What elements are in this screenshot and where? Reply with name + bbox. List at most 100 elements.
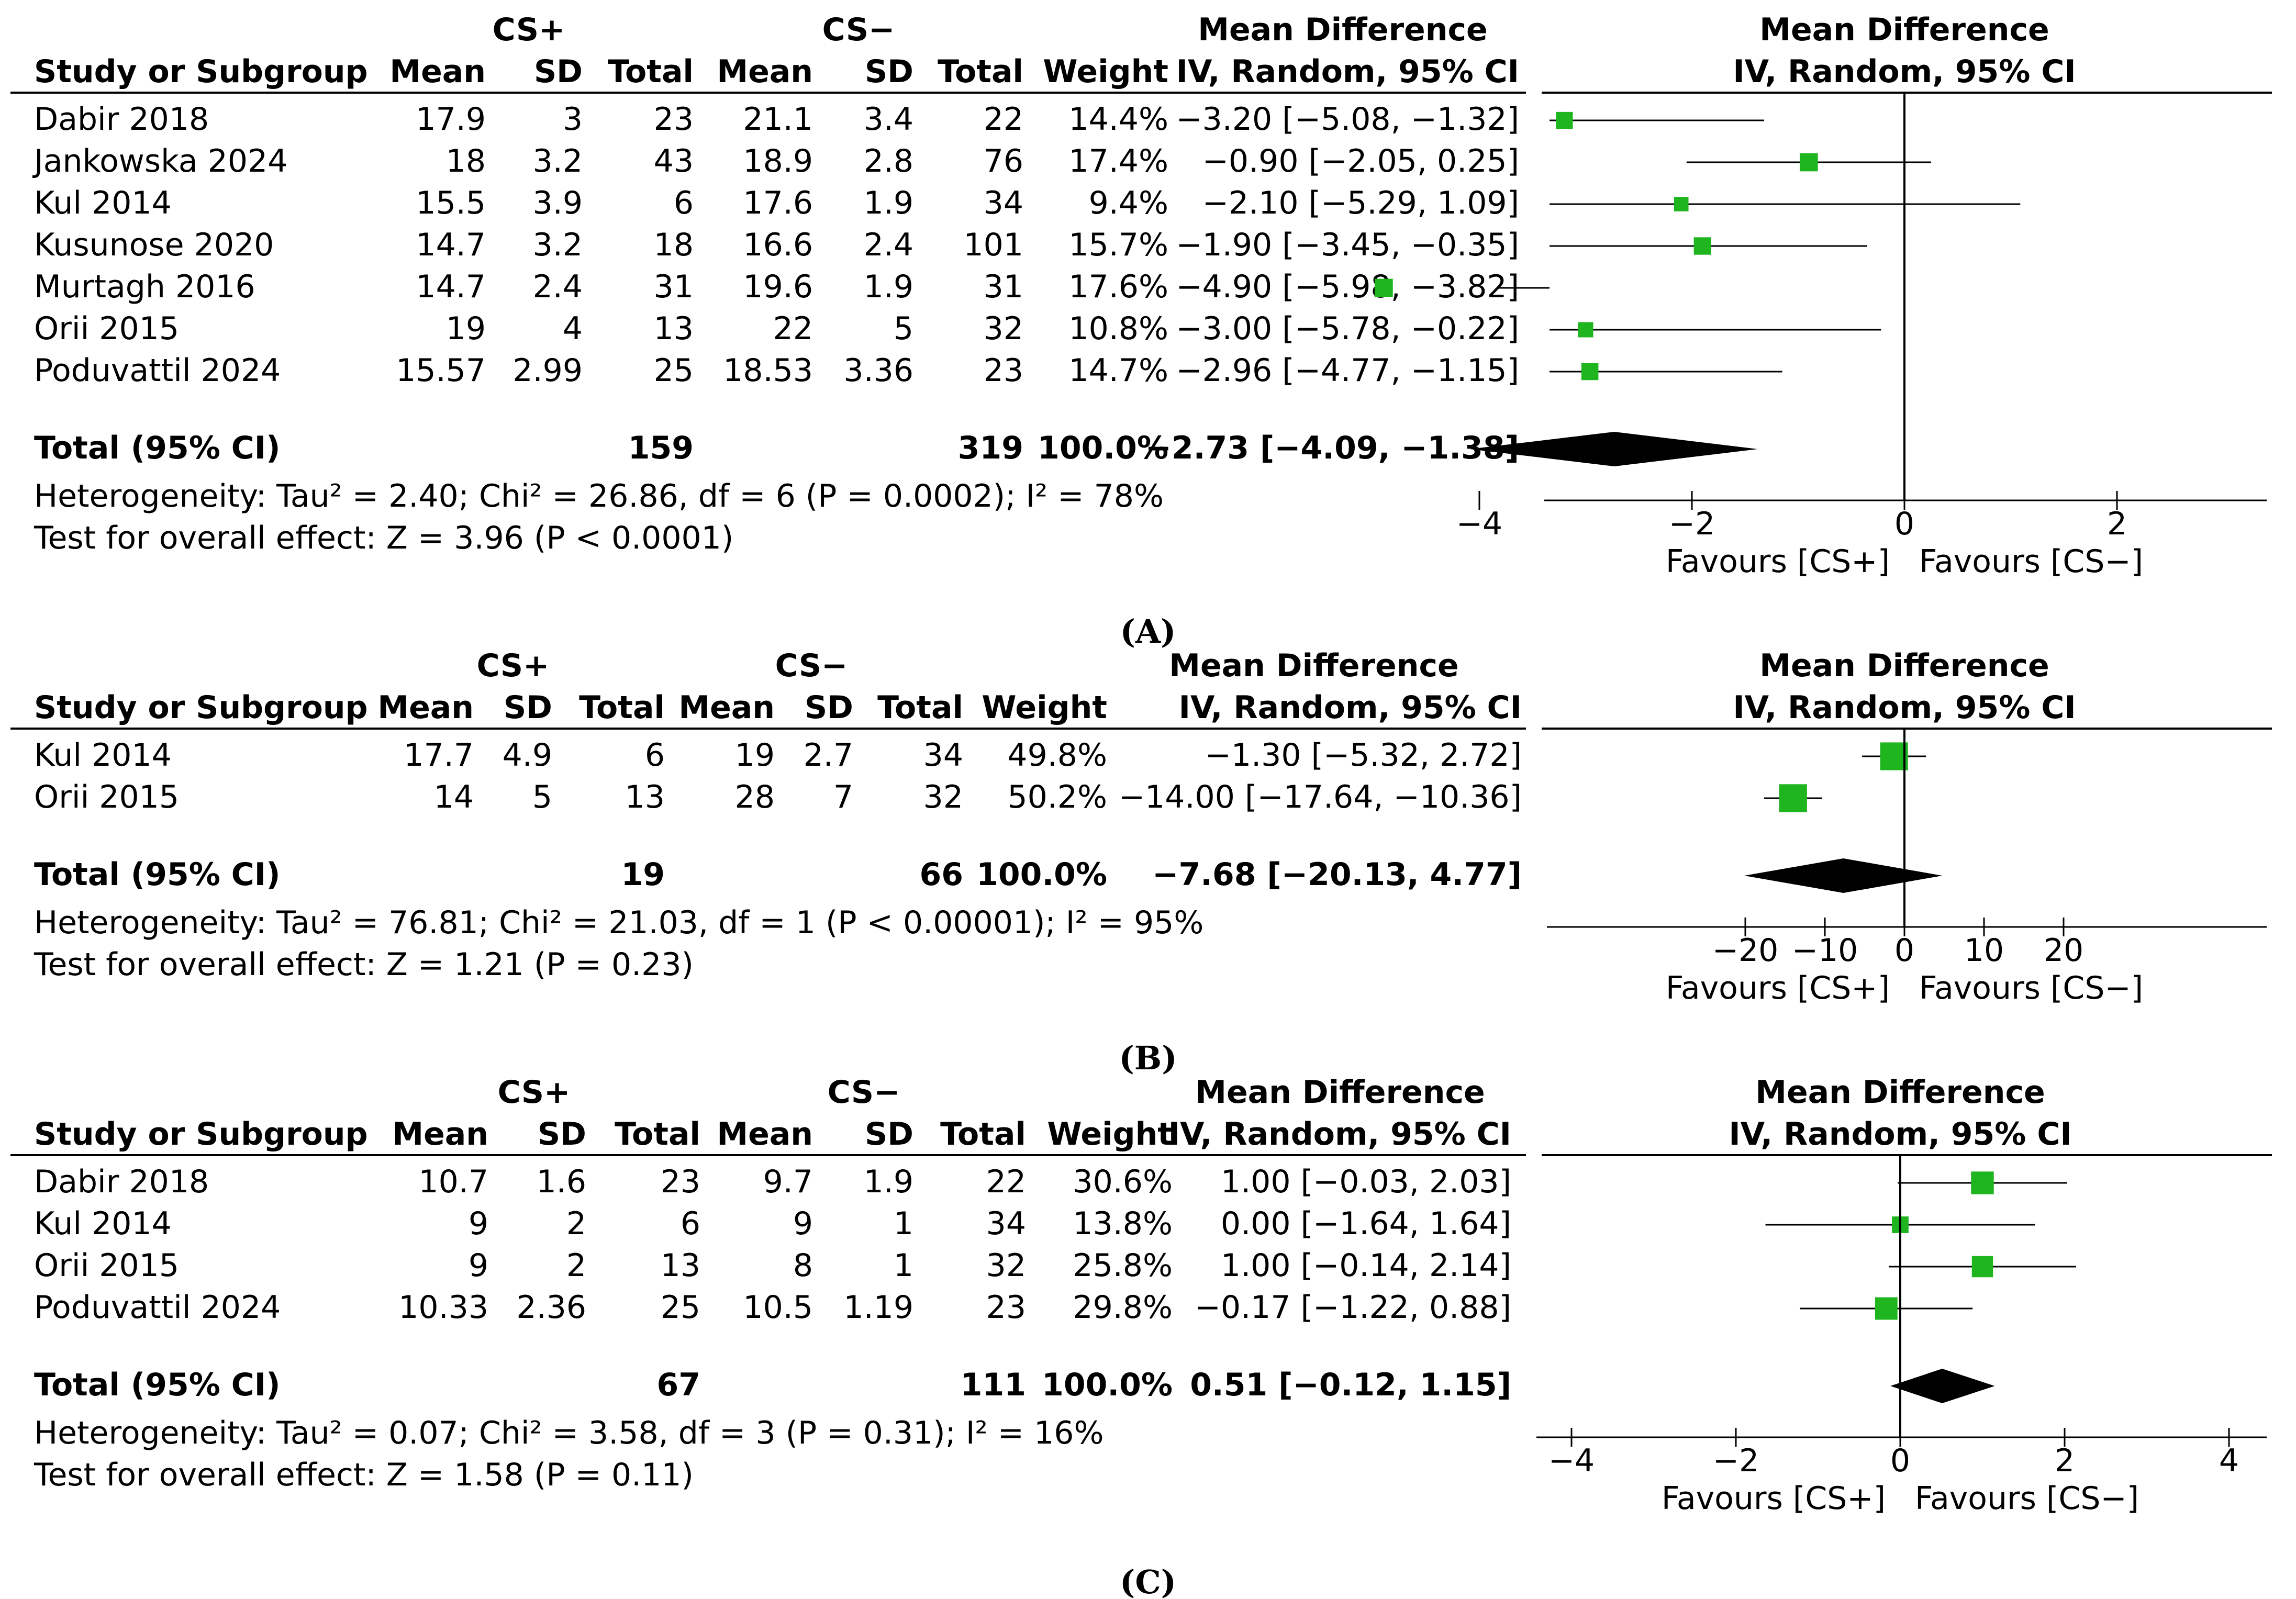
study-effect-square xyxy=(1374,278,1393,297)
study-effect-square xyxy=(1674,197,1689,211)
study-name: Kul 2014 xyxy=(34,1205,172,1242)
heterogeneity-text: Heterogeneity: Tau² = 0.07; Chi² = 3.58,… xyxy=(34,1415,1104,1451)
column-header-total-cs-plus: Total xyxy=(615,1116,700,1153)
column-header-mean-cs-plus: Mean xyxy=(377,689,474,726)
study-effect-square xyxy=(1880,742,1908,770)
study-name: Orii 2015 xyxy=(34,310,179,347)
study-sd-cs-plus: 3.9 xyxy=(533,185,583,221)
study-name: Orii 2015 xyxy=(34,1247,179,1284)
total-n-cs-minus: 66 xyxy=(920,856,964,893)
study-name: Poduvattil 2024 xyxy=(34,352,281,389)
study-ci-text: −3.00 [−5.78, −0.22] xyxy=(1176,310,1519,347)
study-ci-text: −2.10 [−5.29, 1.09] xyxy=(1202,185,1519,221)
study-sd-cs-minus: 1 xyxy=(894,1205,913,1242)
header-group-cs-plus: CS+ xyxy=(477,647,550,684)
study-ci-text: −3.20 [−5.08, −1.32] xyxy=(1176,101,1519,138)
study-name: Orii 2015 xyxy=(34,779,179,815)
study-name: Jankowska 2024 xyxy=(32,143,287,180)
column-header-sd-cs-plus: SD xyxy=(504,689,552,726)
study-total-cs-minus: 31 xyxy=(984,269,1023,305)
column-header-mean-cs-minus: Mean xyxy=(717,53,813,90)
study-mean-cs-plus: 15.57 xyxy=(396,352,486,389)
favours-left-label: Favours [CS+] xyxy=(1662,1480,1886,1517)
plot-header-md-title: Mean Difference xyxy=(1759,12,2049,48)
study-name: Poduvattil 2024 xyxy=(34,1289,281,1326)
study-sd-cs-plus: 2.36 xyxy=(516,1289,586,1326)
study-sd-cs-minus: 2.8 xyxy=(864,143,913,180)
x-axis-tick-label: −4 xyxy=(1548,1443,1595,1479)
study-mean-cs-minus: 17.6 xyxy=(743,185,813,221)
total-n-cs-plus: 159 xyxy=(628,430,694,466)
study-mean-cs-plus: 14 xyxy=(434,779,474,815)
study-ci-text: −2.96 [−4.77, −1.15] xyxy=(1176,352,1519,389)
total-n-cs-minus: 111 xyxy=(961,1367,1026,1403)
study-mean-cs-plus: 17.9 xyxy=(416,101,486,138)
header-group-cs-plus: CS+ xyxy=(493,12,565,48)
study-mean-cs-minus: 19 xyxy=(735,737,775,774)
study-effect-square xyxy=(1799,153,1818,172)
study-total-cs-plus: 18 xyxy=(654,227,694,263)
study-ci-text: −1.30 [−5.32, 2.72] xyxy=(1205,737,1522,774)
study-sd-cs-plus: 3.2 xyxy=(533,227,583,263)
study-sd-cs-minus: 3.36 xyxy=(843,352,913,389)
study-ci-text: −4.90 [−5.98, −3.82] xyxy=(1176,269,1519,305)
header-group-cs-plus: CS+ xyxy=(498,1074,571,1111)
study-total-cs-minus: 22 xyxy=(986,1164,1026,1200)
column-header-sd-cs-plus: SD xyxy=(538,1116,586,1153)
study-name: Dabir 2018 xyxy=(34,101,209,138)
study-total-cs-minus: 34 xyxy=(923,737,963,774)
study-total-cs-minus: 76 xyxy=(984,143,1023,180)
header-md-title: Mean Difference xyxy=(1195,1074,1485,1111)
study-sd-cs-plus: 2.99 xyxy=(512,352,583,389)
study-sd-cs-minus: 1 xyxy=(894,1247,913,1284)
x-axis-tick-label: −20 xyxy=(1712,932,1779,969)
study-total-cs-plus: 13 xyxy=(625,779,665,815)
study-weight: 17.4% xyxy=(1068,143,1168,180)
plot-header-md-title: Mean Difference xyxy=(1759,647,2049,684)
total-ci-text: 0.51 [−0.12, 1.15] xyxy=(1190,1367,1511,1403)
column-header-total-cs-minus: Total xyxy=(877,689,963,726)
panel-caption: (A) xyxy=(1120,612,1176,651)
study-mean-cs-plus: 9 xyxy=(469,1247,488,1284)
study-total-cs-minus: 32 xyxy=(923,779,963,815)
study-total-cs-minus: 32 xyxy=(986,1247,1026,1284)
study-sd-cs-plus: 4 xyxy=(563,310,583,347)
study-mean-cs-plus: 17.7 xyxy=(404,737,474,774)
study-sd-cs-minus: 1.9 xyxy=(864,269,913,305)
study-sd-cs-minus: 1.9 xyxy=(864,185,913,221)
overall-effect-text: Test for overall effect: Z = 1.21 (P = 0… xyxy=(34,946,694,983)
study-mean-cs-plus: 14.7 xyxy=(416,269,486,305)
study-sd-cs-minus: 1.19 xyxy=(843,1289,913,1326)
column-header-ci: IV, Random, 95% CI xyxy=(1168,1116,1511,1153)
pooled-effect-diamond xyxy=(1744,858,1943,893)
study-mean-cs-minus: 16.6 xyxy=(743,227,813,263)
study-total-cs-plus: 25 xyxy=(661,1289,700,1326)
study-name: Dabir 2018 xyxy=(34,1164,209,1200)
study-sd-cs-minus: 5 xyxy=(894,310,913,347)
x-axis-tick-label: 2 xyxy=(2055,1443,2075,1479)
column-header-weight: Weight xyxy=(982,689,1107,726)
study-weight: 10.8% xyxy=(1068,310,1168,347)
study-mean-cs-plus: 14.7 xyxy=(416,227,486,263)
study-weight: 29.8% xyxy=(1073,1289,1173,1326)
study-mean-cs-minus: 9.7 xyxy=(763,1164,813,1200)
x-axis-tick-label: −10 xyxy=(1792,932,1858,969)
study-sd-cs-plus: 3 xyxy=(563,101,583,138)
column-header-sd-cs-minus: SD xyxy=(805,689,853,726)
study-sd-cs-minus: 3.4 xyxy=(864,101,913,138)
column-header-total-cs-plus: Total xyxy=(608,53,694,90)
study-total-cs-minus: 32 xyxy=(984,310,1023,347)
total-ci-text: −7.68 [−20.13, 4.77] xyxy=(1152,856,1522,893)
study-total-cs-plus: 13 xyxy=(654,310,694,347)
x-axis-tick-label: 0 xyxy=(1894,932,1914,969)
pooled-effect-diamond xyxy=(1890,1369,1995,1403)
study-sd-cs-minus: 7 xyxy=(833,779,853,815)
study-mean-cs-minus: 8 xyxy=(793,1247,813,1284)
study-total-cs-minus: 101 xyxy=(963,227,1023,263)
x-axis-tick-label: 0 xyxy=(1890,1443,1910,1479)
panel-caption: (B) xyxy=(1119,1039,1177,1077)
total-n-cs-plus: 67 xyxy=(657,1367,701,1403)
total-n-cs-minus: 319 xyxy=(958,430,1023,466)
